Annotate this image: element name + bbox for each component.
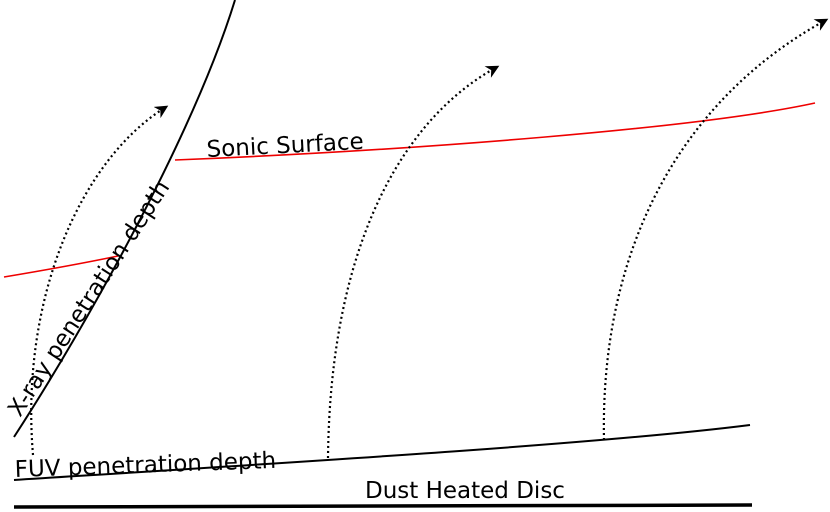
dust-disc-line [13, 503, 753, 509]
flow-arrow [326, 65, 500, 459]
flow-arrow [602, 18, 829, 441]
sonic-surface-line [3, 255, 119, 278]
fuv-depth-line [13, 424, 751, 481]
sonic-surface-line [174, 102, 816, 161]
xray-depth-line [13, 0, 236, 438]
flow-arrow [30, 105, 169, 456]
fuv-depth-label: FUV penetration depth [14, 448, 276, 483]
dust-disc-label: Dust Heated Disc [365, 478, 565, 504]
sonic-surface-label: Sonic Surface [206, 129, 364, 163]
xray-depth-label: X-ray penetration depth [3, 176, 175, 421]
